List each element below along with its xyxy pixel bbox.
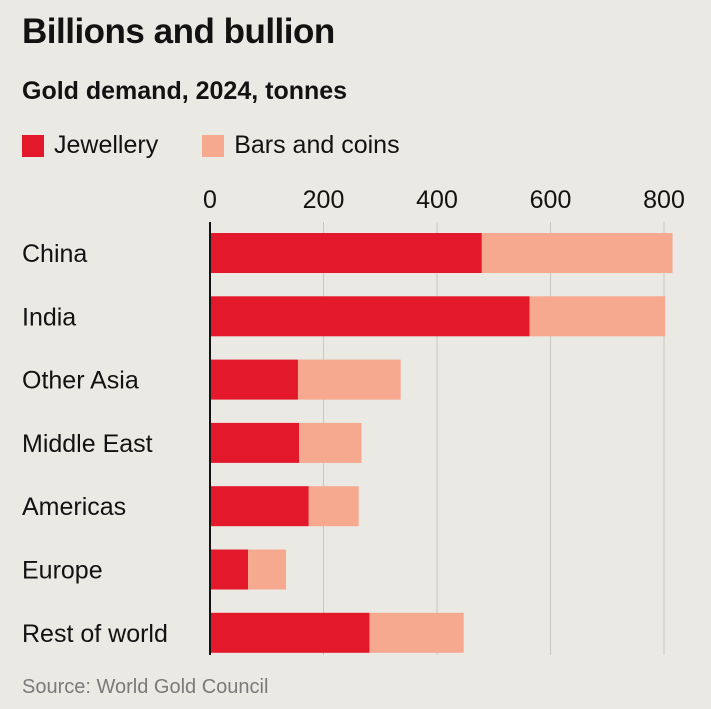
bar-jewellery-rest-of-world [210, 612, 370, 653]
category-label: Europe [22, 557, 103, 585]
category-label: Other Asia [22, 367, 139, 395]
x-tick-label-200: 200 [303, 186, 345, 214]
bar-jewellery-americas [210, 486, 309, 527]
category-label: China [22, 240, 87, 268]
legend-swatch-jewellery [22, 134, 44, 157]
legend-item-jewellery: Jewellery [22, 131, 158, 160]
bar-bars-and-coins-india [529, 296, 666, 337]
x-tick-label-0: 0 [203, 186, 217, 214]
legend-label-jewellery: Jewellery [54, 131, 159, 159]
x-tick-label-400: 400 [416, 186, 458, 214]
source-note: Source: World Gold Council [22, 676, 269, 698]
bar-bars-and-coins-americas [308, 486, 359, 527]
category-label: Rest of world [22, 620, 168, 648]
legend-label-bars-and-coins: Bars and coins [234, 131, 400, 159]
legend: Jewellery Bars and coins [22, 131, 444, 160]
chart-title: Billions and bullion [22, 12, 335, 51]
x-tick-label-800: 800 [643, 186, 685, 214]
legend-item-bars-and-coins: Bars and coins [202, 131, 400, 160]
legend-swatch-bars-and-coins [202, 134, 225, 157]
bar-bars-and-coins-other-asia [297, 359, 401, 400]
category-label: Americas [22, 493, 126, 521]
bar-jewellery-china [210, 233, 482, 273]
x-tick-label-600: 600 [530, 186, 572, 214]
bar-bars-and-coins-china [481, 233, 673, 273]
bar-jewellery-other-asia [210, 359, 298, 400]
category-label: India [22, 303, 76, 331]
bar-jewellery-india [210, 296, 530, 337]
chart-subtitle: Gold demand, 2024, tonnes [22, 77, 348, 105]
category-label: Middle East [22, 430, 153, 458]
bar-jewellery-middle-east [210, 422, 300, 463]
bar-bars-and-coins-europe [248, 549, 287, 590]
bar-jewellery-europe [210, 549, 249, 590]
bar-bars-and-coins-rest-of-world [369, 612, 464, 653]
bar-bars-and-coins-middle-east [299, 422, 362, 463]
